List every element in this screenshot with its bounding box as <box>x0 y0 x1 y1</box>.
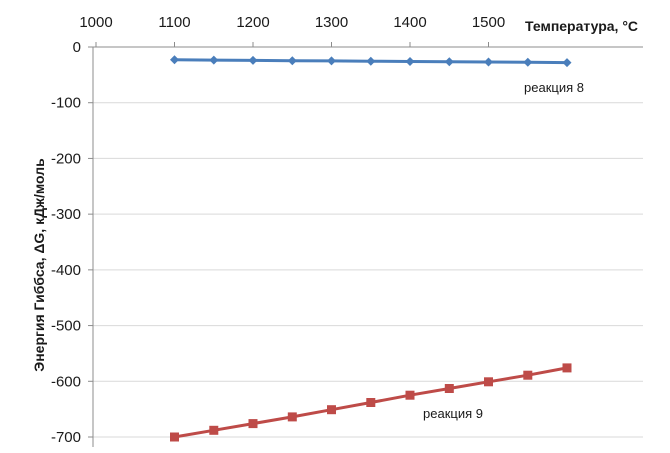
data-point <box>366 56 376 66</box>
series-label-reaction-9: реакция 9 <box>423 406 483 421</box>
y-tick-label: -700 <box>51 429 81 446</box>
grid-lines <box>93 102 643 438</box>
data-point <box>366 398 376 407</box>
y-axis-ticks: 0 -100 -200 -300 -400 -500 -600 -700 <box>51 39 93 446</box>
y-axis-title: Энергия Гиббса, ΔG, кДж/моль <box>31 158 47 372</box>
data-point <box>444 384 454 393</box>
x-tick-label: 1100 <box>158 14 190 31</box>
data-point <box>248 55 258 65</box>
data-point <box>444 57 454 67</box>
x-axis-ticks: 1000 1100 1200 1300 1400 1500 <box>79 14 505 47</box>
x-tick-label: 1200 <box>236 14 269 31</box>
data-point <box>523 57 533 67</box>
data-point <box>248 419 258 429</box>
x-axis-title: Температура, °С <box>525 18 638 34</box>
y-tick-label: 0 <box>73 39 81 56</box>
y-tick-label: -600 <box>51 373 81 390</box>
data-point <box>287 56 297 66</box>
data-point <box>484 57 493 67</box>
data-point <box>405 57 415 66</box>
x-tick-label: 1400 <box>393 14 426 31</box>
data-point <box>327 56 336 66</box>
data-point <box>170 432 179 442</box>
data-point <box>523 370 533 380</box>
y-tick-label: -200 <box>51 150 81 167</box>
y-tick-label: -300 <box>51 206 81 223</box>
series-label-reaction-8: реакция 8 <box>524 80 584 95</box>
x-tick-label: 1500 <box>472 14 505 31</box>
data-point <box>562 58 572 68</box>
data-point <box>170 55 179 65</box>
y-tick-label: -400 <box>51 262 81 279</box>
data-point <box>562 363 572 373</box>
data-point <box>327 405 336 415</box>
y-tick-label: -100 <box>51 95 81 112</box>
data-point <box>287 412 297 422</box>
axes <box>92 46 643 447</box>
series-group <box>170 55 572 442</box>
x-tick-label: 1300 <box>315 14 348 31</box>
data-point <box>484 377 493 387</box>
data-point <box>209 55 219 65</box>
x-tick-label: 1000 <box>79 14 112 31</box>
data-point <box>405 390 415 400</box>
data-point <box>209 425 219 435</box>
y-tick-label: -500 <box>51 318 81 335</box>
